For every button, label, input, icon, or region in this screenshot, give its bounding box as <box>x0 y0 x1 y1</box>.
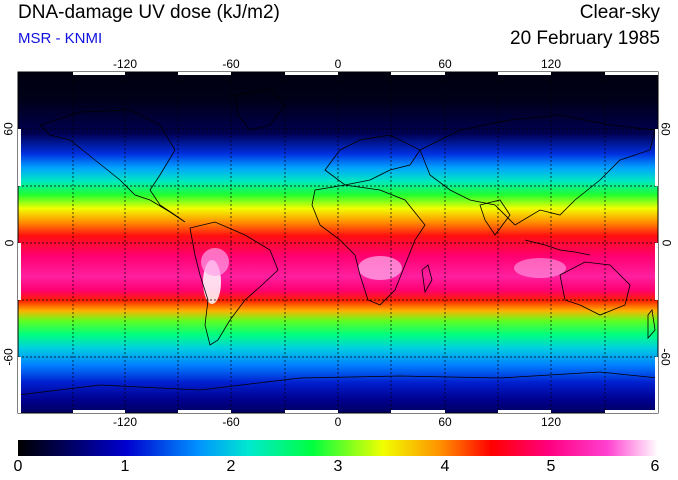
colorbar-tick-label: 2 <box>226 458 236 475</box>
lon-label-bottom: 60 <box>438 415 452 429</box>
colorbar-tick-label: 1 <box>120 458 130 475</box>
colorbar-tick-label: 5 <box>546 458 556 475</box>
lon-label-bottom: -60 <box>222 415 240 429</box>
map-title: DNA-damage UV dose (kJ/m2) <box>18 2 280 23</box>
lon-label-top: 120 <box>540 57 562 71</box>
lon-label-bottom: 0 <box>334 415 342 429</box>
colorbar-tick-label: 0 <box>13 458 23 475</box>
sky-condition-label: Clear-sky <box>579 2 660 23</box>
coastlines <box>18 89 658 396</box>
lat-label-left: 0 <box>2 239 17 247</box>
lat-label-right: -60 <box>658 348 673 366</box>
lon-label-top: 60 <box>438 57 452 71</box>
colorbar <box>18 440 658 456</box>
lat-label-right: 0 <box>659 239 674 247</box>
lat-label-left: -60 <box>1 348 16 366</box>
lon-label-bottom: -120 <box>112 415 138 429</box>
frame-ticks <box>18 72 658 413</box>
colorbar-tick-label: 3 <box>333 458 343 475</box>
lon-label-top: 0 <box>334 57 342 71</box>
map-date: 20 February 1985 <box>510 28 660 49</box>
data-source-label: MSR - KNMI <box>18 30 103 47</box>
lon-label-top: -60 <box>222 57 240 71</box>
lat-label-left: 60 <box>1 122 16 136</box>
graticule <box>18 72 658 413</box>
lat-label-right: 60 <box>658 122 673 136</box>
lon-label-top: -120 <box>112 57 138 71</box>
lon-label-bottom: 120 <box>540 415 562 429</box>
colorbar-tick-label: 6 <box>650 458 660 475</box>
colorbar-tick-label: 4 <box>440 458 450 475</box>
